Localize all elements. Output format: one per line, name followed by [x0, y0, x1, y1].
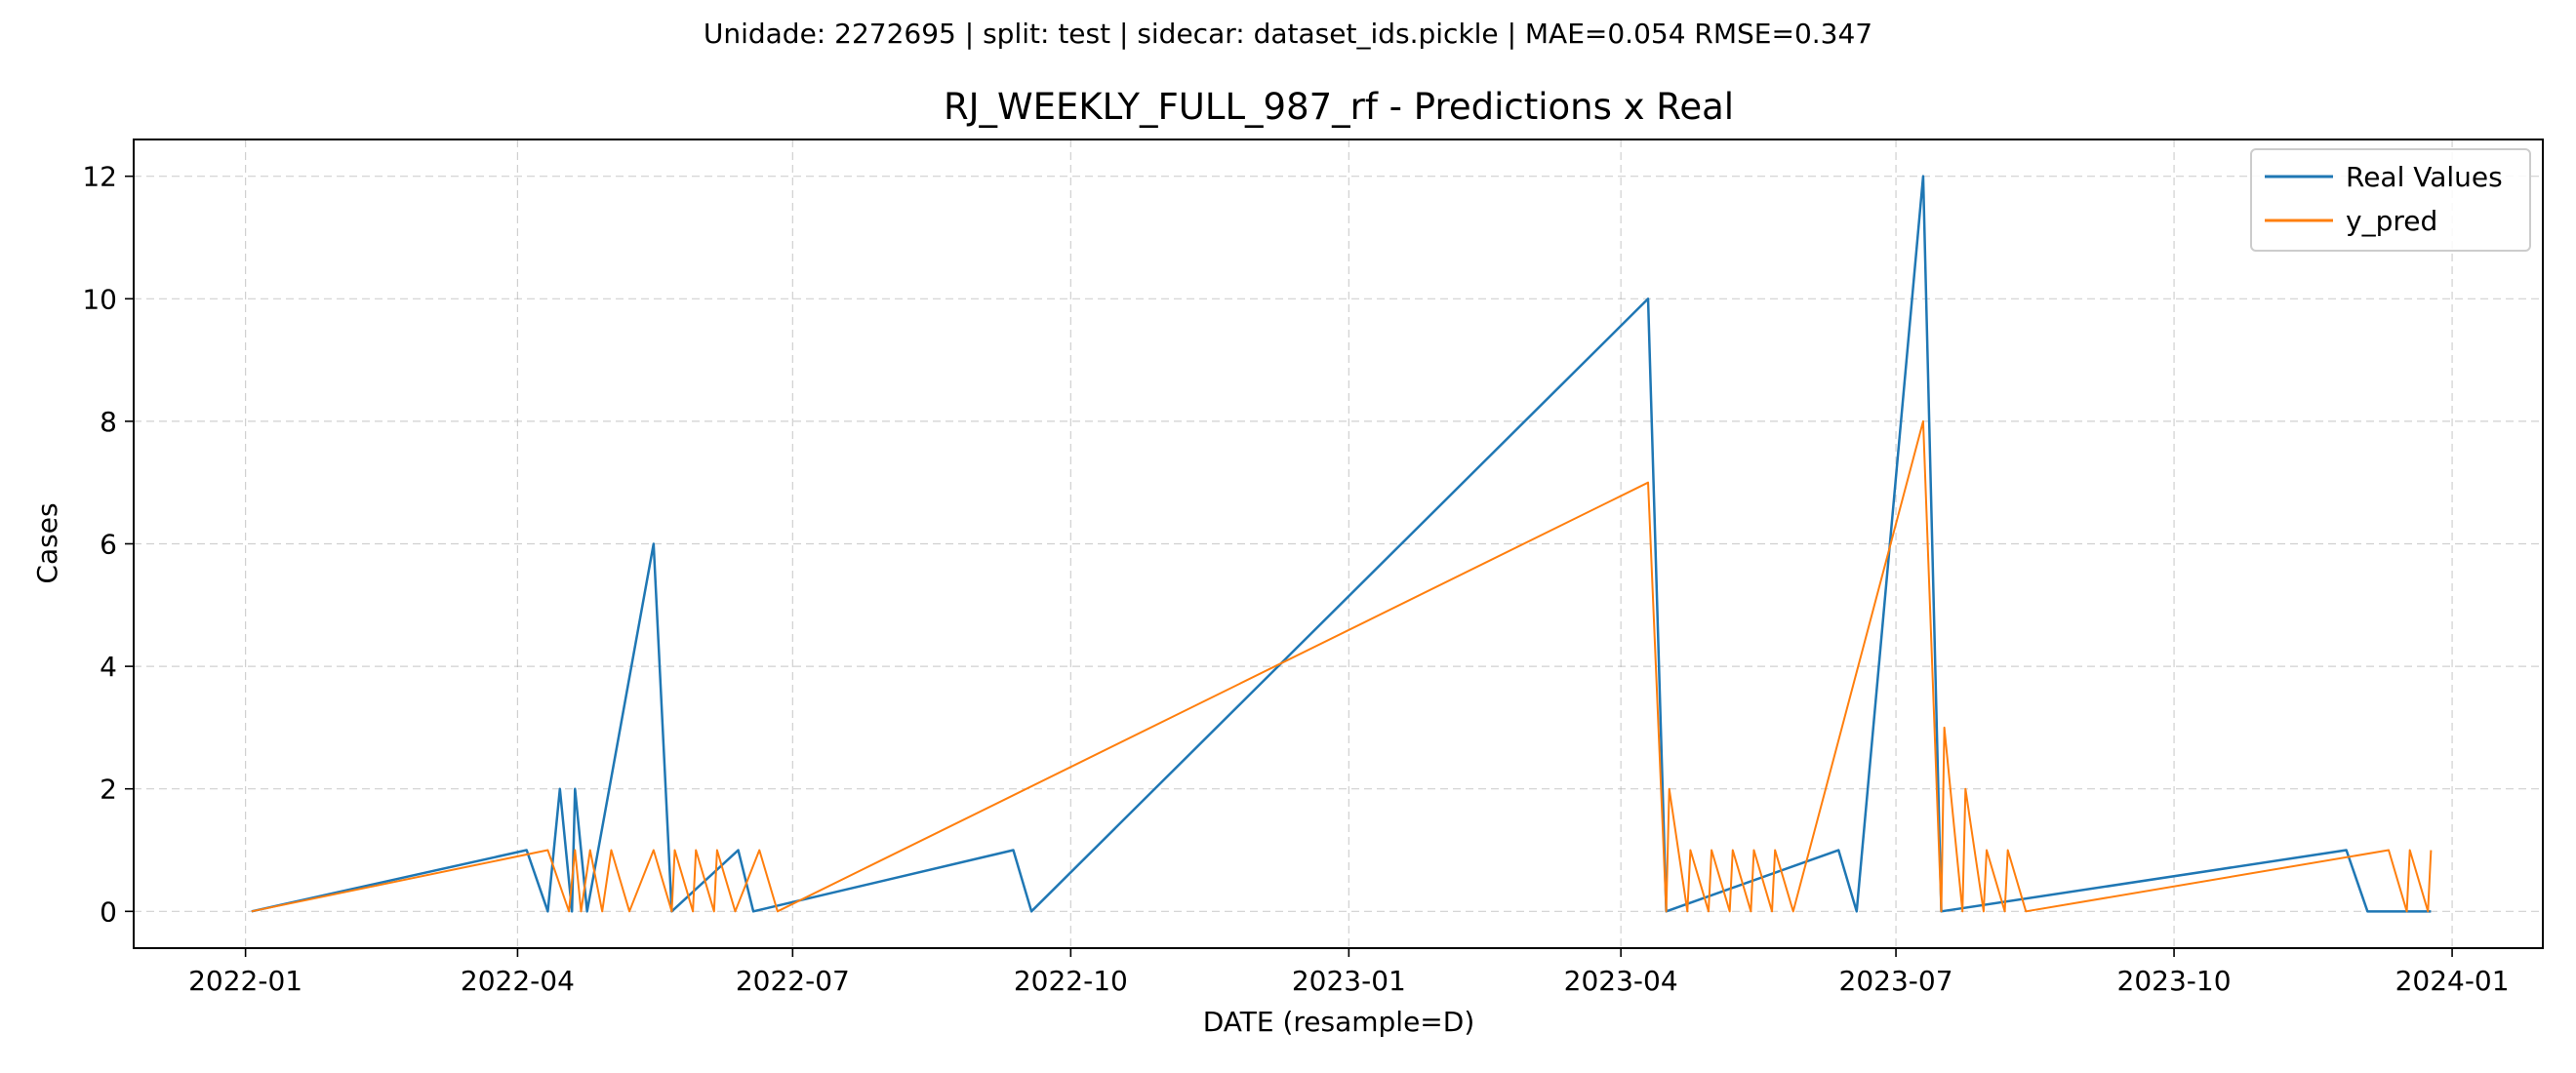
y-tick-label: 8 — [100, 406, 117, 438]
chart-title: RJ_WEEKLY_FULL_987_rf - Predictions x Re… — [944, 86, 1734, 128]
legend-label-y-pred: y_pred — [2346, 205, 2437, 237]
series-line-y-pred — [251, 419, 2433, 913]
x-tick-label: 2023-01 — [1292, 965, 1406, 997]
x-tick-label: 2023-10 — [2117, 965, 2232, 997]
y-tick-label: 2 — [100, 774, 117, 806]
y-axis-label: Cases — [31, 502, 63, 583]
y-tick-label: 0 — [100, 895, 117, 928]
legend-label-real-values: Real Values — [2346, 161, 2503, 193]
y-tick-label: 10 — [82, 283, 117, 315]
x-tick-label: 2023-04 — [1564, 965, 1678, 997]
y-tick-label: 4 — [100, 651, 117, 683]
x-tick-label: 2023-07 — [1839, 965, 1953, 997]
x-tick-label: 2022-07 — [736, 965, 850, 997]
plot-series — [251, 175, 2433, 913]
x-tick-label: 2022-01 — [188, 965, 302, 997]
x-tick-label: 2024-01 — [2395, 965, 2510, 997]
y-tick-label: 12 — [82, 161, 117, 193]
legend: Real Values y_pred — [2250, 148, 2531, 252]
legend-box — [2250, 148, 2531, 252]
x-tick-label: 2022-10 — [1014, 965, 1128, 997]
y-tick-label: 6 — [100, 529, 117, 561]
x-axis-label: DATE (resample=D) — [1203, 1006, 1475, 1038]
axis-ticks: 2022-01 2022-04 2022-07 2022-10 2023-01 2023-… — [82, 161, 2509, 997]
x-tick-label: 2022-04 — [461, 965, 575, 997]
series-line-real-values — [251, 175, 2432, 913]
grid-lines — [134, 139, 2543, 948]
figure-suptitle: Unidade: 2272695 | split: test | sidecar… — [704, 18, 1872, 50]
